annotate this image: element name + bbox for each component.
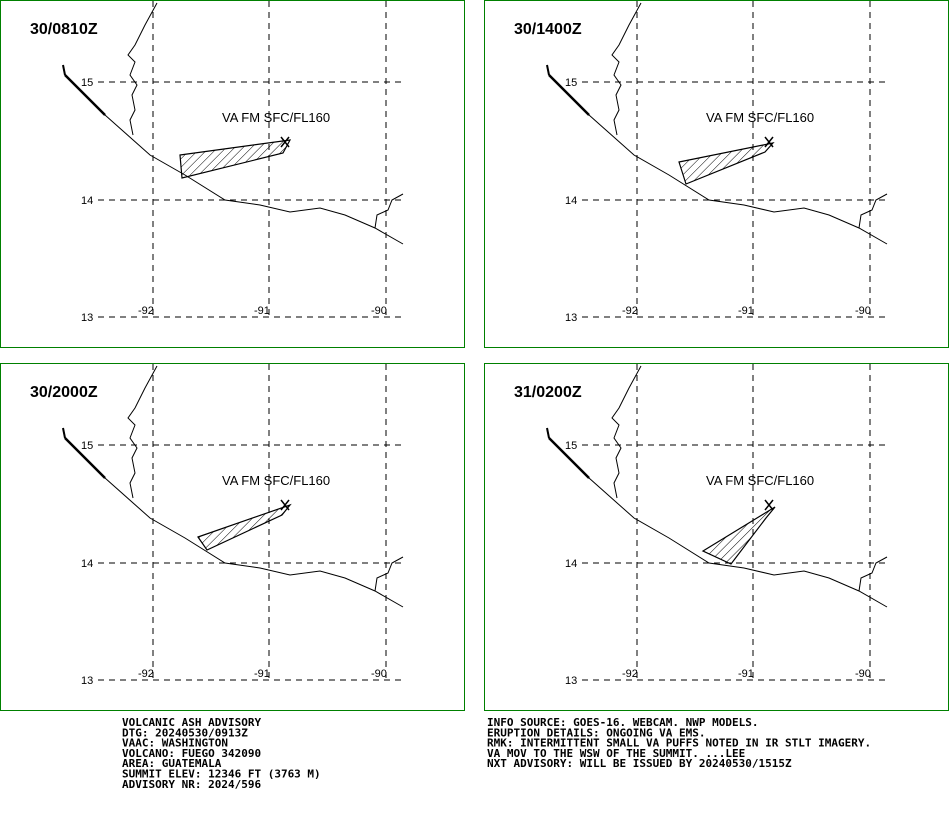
border — [611, 365, 642, 499]
ash-label: VA FM SFC/FL160 — [706, 473, 814, 488]
ash-area — [678, 142, 775, 185]
lon-label: -92 — [622, 668, 638, 680]
lon-label: -91 — [254, 305, 270, 317]
border — [62, 64, 66, 76]
lon-label: -90 — [371, 305, 387, 317]
advisory-line: ERUPTION DETAILS: ONGOING VA EMS. — [487, 726, 706, 739]
map-panel: 31/0200Z VA FM SFC/FL160 15 14 13 -92 -91 -90 — [484, 363, 949, 711]
ash-area — [179, 139, 292, 179]
lat-label: 15 — [81, 440, 93, 452]
volcano-mark — [280, 499, 290, 511]
border — [127, 2, 158, 136]
ash-label: VA FM SFC/FL160 — [222, 110, 330, 125]
lat-label: 15 — [81, 77, 93, 89]
lat-label: 13 — [565, 312, 577, 324]
lat-label: 14 — [565, 558, 577, 570]
panel-border — [0, 363, 465, 711]
coast-thick — [548, 74, 590, 116]
lat-label: 13 — [81, 675, 93, 687]
lat-label: 15 — [565, 440, 577, 452]
advisory-line: NXT ADVISORY: WILL BE ISSUED BY 20240530… — [487, 757, 792, 770]
valid-time: 31/0200Z — [514, 384, 582, 401]
panel-border — [484, 0, 949, 348]
lon-label: -91 — [254, 668, 270, 680]
map-panel: 30/0810Z VA FM SFC/FL160 15 14 13 -92 -91 -90 — [0, 0, 465, 348]
valid-time: 30/0810Z — [30, 21, 98, 38]
lon-label: -90 — [855, 305, 871, 317]
lat-label: 14 — [565, 195, 577, 207]
border — [858, 193, 888, 229]
lon-label: -91 — [738, 305, 754, 317]
coast-thick — [64, 74, 106, 116]
advisory-line: RMK: INTERMITTENT SMALL VA PUFFS NOTED I… — [487, 737, 871, 750]
ash-label: VA FM SFC/FL160 — [222, 473, 330, 488]
coast-thick — [548, 437, 590, 479]
border — [62, 427, 66, 439]
coastline — [64, 437, 404, 608]
advisory-line: VOLCANIC ASH ADVISORY — [122, 716, 261, 729]
advisory-line: INFO SOURCE: GOES-16. WEBCAM. NWP MODELS… — [487, 716, 759, 729]
ash-area — [197, 503, 292, 551]
advisory-line: DTG: 20240530/0913Z — [122, 726, 248, 739]
border — [374, 193, 404, 229]
lon-label: -92 — [622, 305, 638, 317]
advisory-line: VOLCANO: FUEGO 342090 — [122, 747, 261, 760]
lat-label: 14 — [81, 558, 93, 570]
advisory-line: VA MOV TO THE WSW OF THE SUMMIT. ...LEE — [487, 747, 745, 760]
coast-thick — [64, 437, 106, 479]
panel-border — [484, 363, 949, 711]
border — [127, 365, 158, 499]
map-panel: 30/1400Z VA FM SFC/FL160 15 14 13 -92 -91 -90 — [484, 0, 949, 348]
lat-label: 14 — [81, 195, 93, 207]
ash-area — [701, 506, 776, 565]
coastline — [548, 437, 888, 608]
advisory-line: VAAC: WASHINGTON — [122, 737, 228, 750]
coastline — [548, 74, 888, 245]
lon-label: -90 — [855, 668, 871, 680]
lon-label: -92 — [138, 305, 154, 317]
valid-time: 30/2000Z — [30, 384, 98, 401]
volcano-mark — [280, 136, 290, 148]
volcano-mark — [764, 136, 774, 148]
lat-label: 13 — [81, 312, 93, 324]
valid-time: 30/1400Z — [514, 21, 582, 38]
panel-border — [0, 0, 465, 348]
lon-label: -90 — [371, 668, 387, 680]
lon-label: -92 — [138, 668, 154, 680]
border — [546, 427, 550, 439]
advisory-line: AREA: GUATEMALA — [122, 757, 222, 770]
volcano-mark — [764, 499, 774, 511]
lat-label: 13 — [565, 675, 577, 687]
border — [374, 556, 404, 592]
advisory-line: ADVISORY NR: 2024/596 — [122, 778, 261, 791]
border — [858, 556, 888, 592]
border — [611, 2, 642, 136]
advisory-line: SUMMIT ELEV: 12346 FT (3763 M) — [122, 768, 321, 781]
map-panel: 30/2000Z VA FM SFC/FL160 15 14 13 -92 -91 -90 — [0, 363, 465, 711]
coastline — [64, 74, 404, 245]
lon-label: -91 — [738, 668, 754, 680]
lat-label: 15 — [565, 77, 577, 89]
border — [546, 64, 550, 76]
ash-label: VA FM SFC/FL160 — [706, 110, 814, 125]
